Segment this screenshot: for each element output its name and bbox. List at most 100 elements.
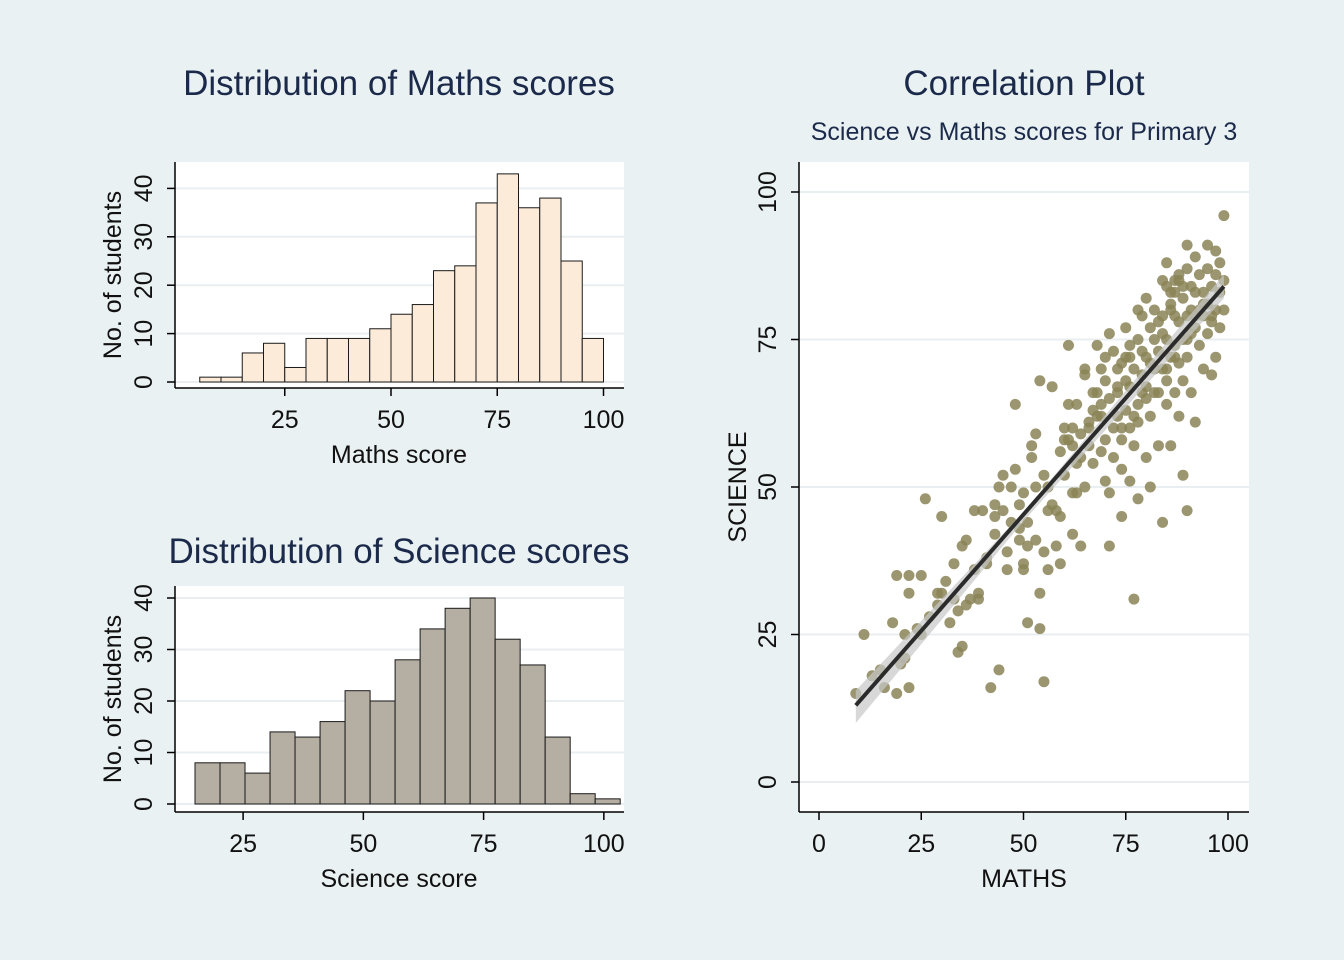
correlation-plot-subtitle: Science vs Maths scores for Primary 3	[811, 118, 1238, 146]
science-y-axis-label: No. of students	[99, 615, 127, 783]
scatter-point	[1124, 339, 1136, 351]
scatter-point	[1116, 463, 1128, 475]
scatter-point	[948, 558, 960, 570]
scatter-point	[1124, 422, 1136, 434]
scatter-x-tick-label: 25	[907, 830, 935, 858]
scatter-point	[1067, 487, 1079, 499]
science-y-tick-label: 0	[130, 797, 158, 811]
scatter-x-tick-label: 0	[812, 830, 826, 858]
scatter-point	[1058, 422, 1070, 434]
scatter-point	[1177, 375, 1189, 387]
scatter-x-axis-label: MATHS	[981, 865, 1067, 893]
scatter-point	[1099, 475, 1111, 487]
scatter-point	[1189, 286, 1201, 298]
scatter-point	[1181, 351, 1193, 363]
science-bar	[419, 628, 446, 805]
scatter-point	[1157, 516, 1169, 528]
scatter-point	[993, 481, 1005, 493]
scatter-point	[1148, 334, 1160, 345]
scatter-point	[1034, 375, 1046, 387]
scatter-point	[1120, 322, 1132, 334]
scatter-point	[1054, 558, 1066, 570]
science-x-axis-label: Science score	[320, 865, 477, 893]
scatter-point	[891, 688, 903, 699]
scatter-y-tick-label: 100	[754, 171, 782, 213]
scatter-point	[1193, 269, 1205, 281]
scatter-point	[1177, 280, 1189, 292]
maths-histogram-title: Distribution of Maths scores	[183, 64, 615, 103]
science-bar	[444, 607, 471, 805]
scatter-point	[1013, 499, 1025, 511]
scatter-x-tick-label: 100	[1207, 830, 1249, 858]
scatter-point	[936, 587, 948, 599]
maths-x-tick-label: 25	[271, 406, 299, 434]
scatter-point	[1099, 351, 1111, 363]
scatter-point	[1062, 398, 1074, 410]
scatter-point	[1103, 393, 1115, 404]
scatter-point	[1173, 410, 1185, 422]
scatter-point	[989, 511, 1001, 522]
scatter-point	[1001, 546, 1013, 558]
science-x-tick-label: 100	[583, 830, 625, 858]
scatter-point	[1128, 440, 1140, 452]
scatter-point	[1075, 540, 1087, 552]
scatter-point	[1214, 257, 1226, 269]
maths-y-tick-label: 10	[130, 320, 158, 348]
science-bar	[494, 638, 521, 805]
scatter-point	[997, 505, 1009, 517]
scatter-point	[1022, 617, 1034, 629]
scatter-point	[1152, 440, 1164, 452]
scatter-point	[1189, 251, 1201, 263]
maths-y-tick-label: 0	[130, 375, 158, 389]
scatter-point	[887, 617, 899, 629]
scatter-point	[1026, 452, 1038, 463]
scatter-point	[1124, 475, 1136, 487]
scatter-point	[1018, 487, 1029, 499]
scatter-point	[1148, 304, 1160, 316]
science-bar	[519, 664, 546, 805]
scatter-point	[1075, 428, 1087, 440]
scatter-point	[1107, 452, 1119, 463]
scatter-point	[1005, 481, 1017, 493]
scatter-point	[1087, 457, 1099, 469]
science-ticks: 25 50 75 100 0 10 20 30 40	[130, 584, 625, 858]
science-y-tick-label: 40	[130, 584, 158, 612]
scatter-point	[1042, 505, 1054, 517]
scatter-point	[1054, 511, 1066, 522]
maths-y-tick-label: 20	[130, 271, 158, 299]
science-bar	[294, 736, 321, 805]
scatter-point	[985, 682, 997, 694]
science-bar	[319, 721, 346, 805]
science-bar	[269, 731, 296, 805]
scatter-point	[1140, 393, 1152, 404]
scatter-point	[1161, 398, 1173, 410]
science-y-tick-label: 10	[130, 739, 158, 767]
scatter-y-tick-label: 25	[754, 621, 782, 649]
science-bar	[244, 772, 271, 805]
scatter-point	[936, 511, 948, 522]
scatter-point	[1116, 422, 1128, 434]
maths-bar	[539, 197, 562, 383]
science-bars	[194, 597, 621, 805]
scatter-point	[903, 587, 915, 599]
scatter-point	[1034, 587, 1046, 599]
scatter-ticks: 0 25 50 75 100 0 25 50 75 100	[754, 171, 1249, 858]
scatter-point	[1034, 623, 1046, 635]
maths-bar	[496, 173, 519, 383]
scatter-point	[940, 575, 952, 587]
science-y-tick-label: 30	[130, 636, 158, 664]
science-bar	[219, 762, 246, 805]
scatter-point	[1169, 387, 1181, 399]
scatter-point	[1132, 398, 1144, 410]
scatter-point	[989, 528, 1001, 540]
maths-x-tick-label: 50	[377, 406, 405, 434]
scatter-point	[1197, 286, 1209, 298]
science-bar	[569, 793, 596, 805]
scatter-point	[858, 629, 870, 640]
scatter-point	[1202, 239, 1214, 251]
scatter-point	[944, 617, 956, 629]
maths-bar	[454, 265, 477, 383]
scatter-point	[1161, 363, 1173, 375]
scatter-point	[1197, 363, 1209, 375]
scatter-point	[973, 593, 985, 605]
